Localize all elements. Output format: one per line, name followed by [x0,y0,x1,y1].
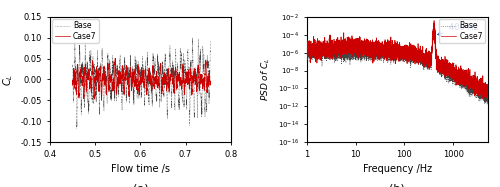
Line: Base: Base [72,37,210,128]
Case7 [94,68,100,70]
Case7 [98,99,104,101]
Case7 [70,79,75,82]
Line: Base: Base [306,32,488,105]
Case7 [470,84,476,86]
Case7 [390,54,396,56]
Case7 [484,94,490,96]
Base [390,49,396,51]
Case7 [482,99,488,101]
Case7 [122,71,128,74]
Text: 400 Hz: 400 Hz [438,23,478,35]
Base [122,77,128,79]
Y-axis label: $PSD$ $of$ $C_L$: $PSD$ $of$ $C_L$ [260,58,272,101]
Legend: Base, Case7: Base, Case7 [52,19,98,43]
Base [479,93,485,95]
Base [484,101,490,103]
Text: (a): (a) [132,183,148,187]
Case7 [205,84,211,86]
Base [86,103,91,105]
Case7 [431,20,437,22]
Base [208,40,214,42]
Base [70,66,75,68]
Base [484,103,490,106]
Base [470,89,476,91]
Base [435,62,441,65]
Case7 [190,74,196,77]
Case7 [128,85,134,87]
X-axis label: Frequency /Hz: Frequency /Hz [362,164,432,174]
Base [304,58,310,60]
Line: Case7: Case7 [306,21,488,100]
Base [128,83,134,85]
Text: (b): (b) [389,183,405,187]
Line: Case7: Case7 [72,58,210,100]
Base [381,47,387,49]
Legend: Base, Case7: Base, Case7 [439,19,485,43]
Case7 [208,83,214,85]
Y-axis label: $C_L$: $C_L$ [2,73,16,86]
Case7 [304,54,310,56]
Case7 [479,86,485,89]
X-axis label: Flow time /s: Flow time /s [111,164,170,174]
Case7 [381,50,387,52]
Case7 [435,66,441,68]
Base [380,46,386,48]
Base [205,66,211,68]
Base [190,36,196,39]
Base [430,30,436,33]
Base [94,94,100,96]
Case7 [86,76,91,78]
Base [190,61,196,63]
Case7 [112,57,118,59]
Base [74,127,80,129]
Case7 [380,44,386,46]
